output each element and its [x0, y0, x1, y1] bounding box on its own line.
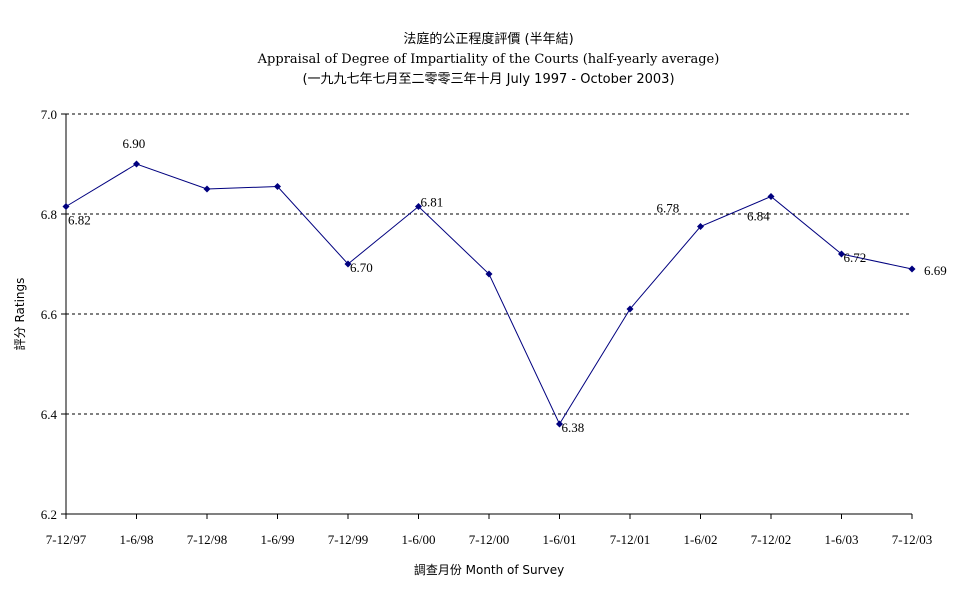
x-tick-label: 7-12/03 [892, 532, 932, 547]
data-label: 6.81 [421, 195, 444, 210]
x-tick-labels: 7-12/97 1-6/98 7-12/98 1-6/99 7-12/99 1-6/00 7… [46, 532, 932, 547]
chart-title: 法庭的公正程度評價 (半年結) [403, 32, 574, 47]
data-point [485, 270, 493, 278]
x-tick-label: 1-6/98 [120, 532, 154, 547]
data-point [626, 305, 634, 313]
data-label: 6.90 [123, 136, 146, 151]
x-tick-label: 7-12/01 [610, 532, 650, 547]
data-label: 6.70 [350, 260, 373, 275]
data-label: 6.38 [562, 420, 585, 435]
data-point [415, 203, 422, 210]
chart-period: (一九九七年七月至二零零三年十月 July 1997 - October 200… [302, 72, 675, 87]
chart-title-block: 法庭的公正程度評價 (半年結) Appraisal of Degree of I… [0, 30, 977, 90]
data-point [767, 193, 775, 200]
data-point [697, 223, 704, 230]
x-tick-label: 7-12/00 [469, 532, 509, 547]
y-tick-label: 6.6 [41, 307, 58, 322]
x-tick-label: 1-6/99 [261, 532, 295, 547]
series-line [65, 163, 913, 426]
data-point [274, 183, 281, 190]
data-point [62, 203, 70, 210]
data-point [838, 250, 845, 258]
axes [65, 114, 912, 515]
x-tick-label: 7-12/98 [187, 532, 227, 547]
x-tick-label: 7-12/99 [328, 532, 368, 547]
y-tick-label: 7.0 [41, 107, 57, 122]
y-tick-label: 6.2 [41, 507, 57, 522]
y-tick-label: 6.8 [41, 207, 57, 222]
x-tick-label: 1-6/02 [684, 532, 718, 547]
x-tick-label: 1-6/00 [402, 532, 436, 547]
data-point [133, 160, 140, 168]
x-axis-title: 調查月份 Month of Survey [414, 563, 564, 577]
x-tick-label: 1-6/03 [825, 532, 859, 547]
data-labels: 6.82 6.90 6.70 6.81 6.38 6.78 6.84 6.72 6.69 [68, 136, 947, 435]
data-point [203, 185, 211, 193]
gridlines [61, 113, 913, 519]
data-point [344, 260, 352, 268]
y-tick-labels: 6.2 6.4 6.6 6.8 7.0 [41, 107, 58, 522]
data-points [62, 160, 916, 428]
data-point [908, 265, 916, 273]
data-label: 6.72 [844, 250, 867, 265]
data-point [556, 420, 563, 428]
chart-subtitle: Appraisal of Degree of Impartiality of t… [257, 52, 720, 67]
x-tick-label: 7-12/97 [46, 532, 87, 547]
data-label: 6.84 [747, 209, 770, 224]
x-tick-label: 1-6/01 [543, 532, 577, 547]
data-label: 6.69 [924, 263, 947, 278]
data-label: 6.78 [657, 201, 680, 216]
data-label: 6.82 [68, 213, 91, 228]
y-tick-label: 6.4 [41, 407, 58, 422]
x-tick-label: 7-12/02 [751, 532, 791, 547]
y-axis-title: 評分 Ratings [12, 278, 27, 351]
